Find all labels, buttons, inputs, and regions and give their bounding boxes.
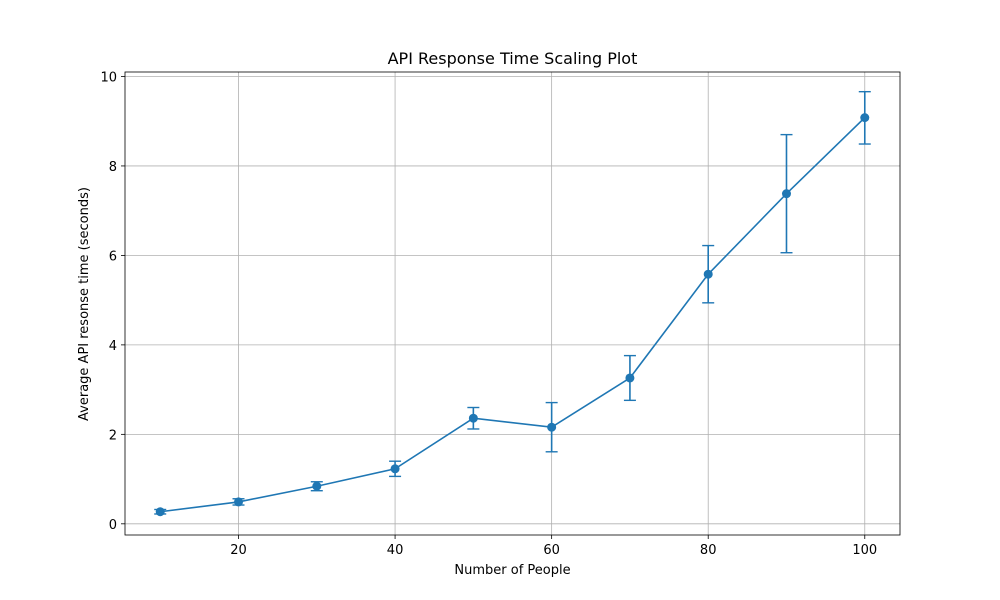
y-tick-label: 2 [109,428,117,443]
chart-title: API Response Time Scaling Plot [388,49,638,68]
y-tick-label: 0 [109,518,117,533]
data-series [154,90,871,517]
data-point [860,113,870,123]
grid [125,72,900,535]
x-tick-label: 20 [230,543,247,558]
data-point [625,373,635,383]
y-tick-label: 6 [109,249,117,264]
data-point [703,269,713,279]
axis-ticks: 20 40 60 80 100 0 2 4 6 8 10 [100,70,877,558]
series-line [160,117,866,513]
x-tick-label: 100 [852,543,877,558]
x-tick-label: 60 [543,543,560,558]
x-axis-label: Number of People [454,563,570,578]
data-point [155,507,165,517]
data-point [468,413,478,423]
x-tick-label: 80 [700,543,717,558]
x-tick-label: 40 [387,543,404,558]
data-point [781,189,791,199]
plot-area-frame [124,71,901,536]
y-tick-label: 8 [109,160,117,175]
y-tick-label: 10 [100,70,117,85]
data-point [234,497,244,507]
y-axis-label: Average API resonse time (seconds) [77,187,92,421]
data-point [390,464,400,474]
data-point [312,481,322,491]
y-tick-label: 4 [109,339,117,354]
data-point [547,422,557,432]
